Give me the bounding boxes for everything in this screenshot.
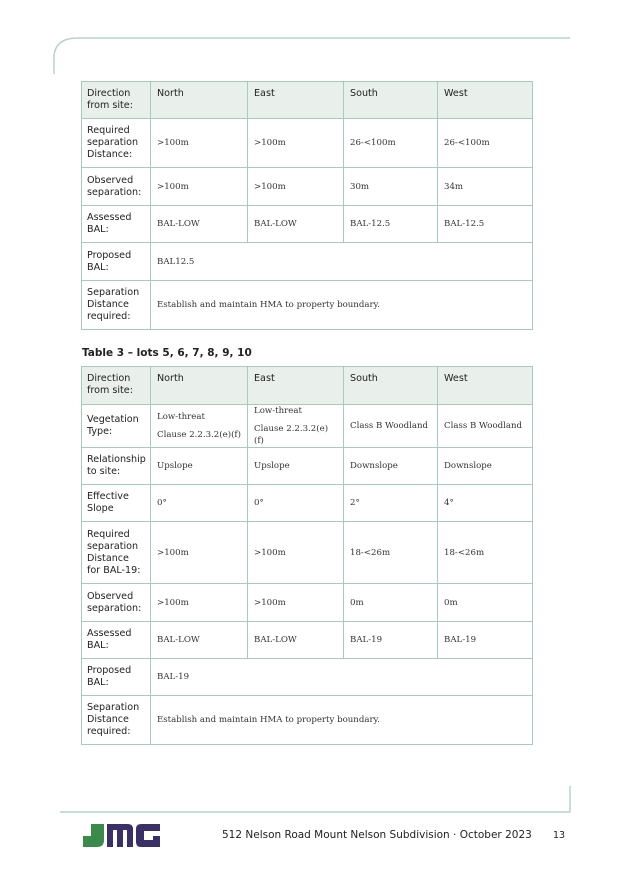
table-cell: BAL-19: [343, 621, 438, 659]
page-number: 13: [553, 830, 566, 841]
table-row: Relationship to site: Upslope Upslope Downs…: [81, 447, 533, 485]
table-3-caption: Table 3 – lots 5, 6, 7, 8, 9, 10: [82, 347, 252, 359]
table-cell: 30m: [343, 167, 438, 206]
table-cell: 26-<100m: [437, 118, 533, 168]
row-label: Effective Slope: [81, 484, 151, 522]
table-cell: Downslope: [437, 447, 533, 485]
table-row: Assessed BAL: BAL-LOW BAL-LOW BAL-19 BAL-19: [81, 621, 533, 659]
table-cell: >100m: [247, 167, 344, 206]
bal-table-1: Direction from site: North East South West Re…: [81, 81, 533, 330]
row-label: Direction from site:: [81, 366, 151, 405]
column-header: West: [437, 81, 533, 119]
table-cell: Class B Woodland: [343, 404, 438, 448]
row-label: Relationship to site:: [81, 447, 151, 485]
table-cell: >100m: [150, 118, 248, 168]
table-row: Effective Slope 0° 0° 2° 4°: [81, 484, 533, 522]
table-cell: 18-<26m: [437, 521, 533, 584]
table-row: Observed separation: >100m >100m 30m 34m: [81, 167, 533, 206]
column-header: West: [437, 366, 533, 405]
table-cell: >100m: [247, 118, 344, 168]
table-row: Separation Distance required: Establish a…: [81, 280, 533, 330]
table-cell: Upslope: [247, 447, 344, 485]
table-cell: >100m: [247, 521, 344, 584]
table-cell: 2°: [343, 484, 438, 522]
table-cell: Establish and maintain HMA to property b…: [150, 280, 533, 330]
row-label: Assessed BAL:: [81, 621, 151, 659]
table-cell: 18-<26m: [343, 521, 438, 584]
table-cell: BAL-12.5: [437, 205, 533, 243]
table-cell: BAL-LOW: [150, 205, 248, 243]
row-label: Separation Distance required:: [81, 695, 151, 745]
table-cell: 34m: [437, 167, 533, 206]
table-cell: Low-threat Clause 2.2.3.2(e)(f): [247, 404, 344, 448]
row-label: Required separation Distance:: [81, 118, 151, 168]
row-label: Required separation Distance for BAL-19:: [81, 521, 151, 584]
table-row: Direction from site: North East South West: [81, 81, 533, 119]
header-decoration-line: [53, 37, 570, 74]
table-cell: Class B Woodland: [437, 404, 533, 448]
table-cell: Downslope: [343, 447, 438, 485]
table-row: Assessed BAL: BAL-LOW BAL-LOW BAL-12.5 BAL-1…: [81, 205, 533, 243]
table-cell: BAL-19: [150, 658, 533, 696]
column-header: North: [150, 366, 248, 405]
table-row: Separation Distance required: Establish a…: [81, 695, 533, 745]
jmg-logo: [83, 824, 160, 847]
table-cell: 0m: [437, 583, 533, 622]
column-header: East: [247, 81, 344, 119]
table-cell: Low-threat Clause 2.2.3.2(e)(f): [150, 404, 248, 448]
row-label: Assessed BAL:: [81, 205, 151, 243]
footer-text: 512 Nelson Road Mount Nelson Subdivision…: [222, 829, 532, 841]
column-header: South: [343, 81, 438, 119]
column-header: North: [150, 81, 248, 119]
column-header: South: [343, 366, 438, 405]
table-row: Required separation Distance for BAL-19:…: [81, 521, 533, 584]
table-cell: 0°: [247, 484, 344, 522]
table-cell: BAL-LOW: [247, 621, 344, 659]
table-cell: >100m: [150, 167, 248, 206]
table-row: Proposed BAL: BAL-19: [81, 658, 533, 696]
table-cell: Establish and maintain HMA to property b…: [150, 695, 533, 745]
table-row: Direction from site: North East South West: [81, 366, 533, 405]
row-label: Vegetation Type:: [81, 404, 151, 448]
row-label: Proposed BAL:: [81, 658, 151, 696]
table-cell: BAL12.5: [150, 242, 533, 281]
row-label: Direction from site:: [81, 81, 151, 119]
table-cell: >100m: [150, 521, 248, 584]
table-cell: 26-<100m: [343, 118, 438, 168]
table-cell: Upslope: [150, 447, 248, 485]
row-label: Observed separation:: [81, 583, 151, 622]
row-label: Separation Distance required:: [81, 280, 151, 330]
table-row: Required separation Distance: >100m >100m 2…: [81, 118, 533, 168]
table-row: Vegetation Type: Low-threat Clause 2.2.3.2…: [81, 404, 533, 448]
table-cell: 0m: [343, 583, 438, 622]
table-cell: BAL-12.5: [343, 205, 438, 243]
row-label: Observed separation:: [81, 167, 151, 206]
table-cell: BAL-LOW: [247, 205, 344, 243]
bal-table-3: Direction from site: North East South West Ve…: [81, 366, 533, 745]
footer-decoration-line: [60, 786, 571, 813]
table-cell: >100m: [247, 583, 344, 622]
table-cell: >100m: [150, 583, 248, 622]
table-row: Observed separation: >100m >100m 0m 0m: [81, 583, 533, 622]
column-header: East: [247, 366, 344, 405]
table-row: Proposed BAL: BAL12.5: [81, 242, 533, 281]
table-cell: 4°: [437, 484, 533, 522]
row-label: Proposed BAL:: [81, 242, 151, 281]
table-cell: BAL-LOW: [150, 621, 248, 659]
table-cell: 0°: [150, 484, 248, 522]
table-cell: BAL-19: [437, 621, 533, 659]
